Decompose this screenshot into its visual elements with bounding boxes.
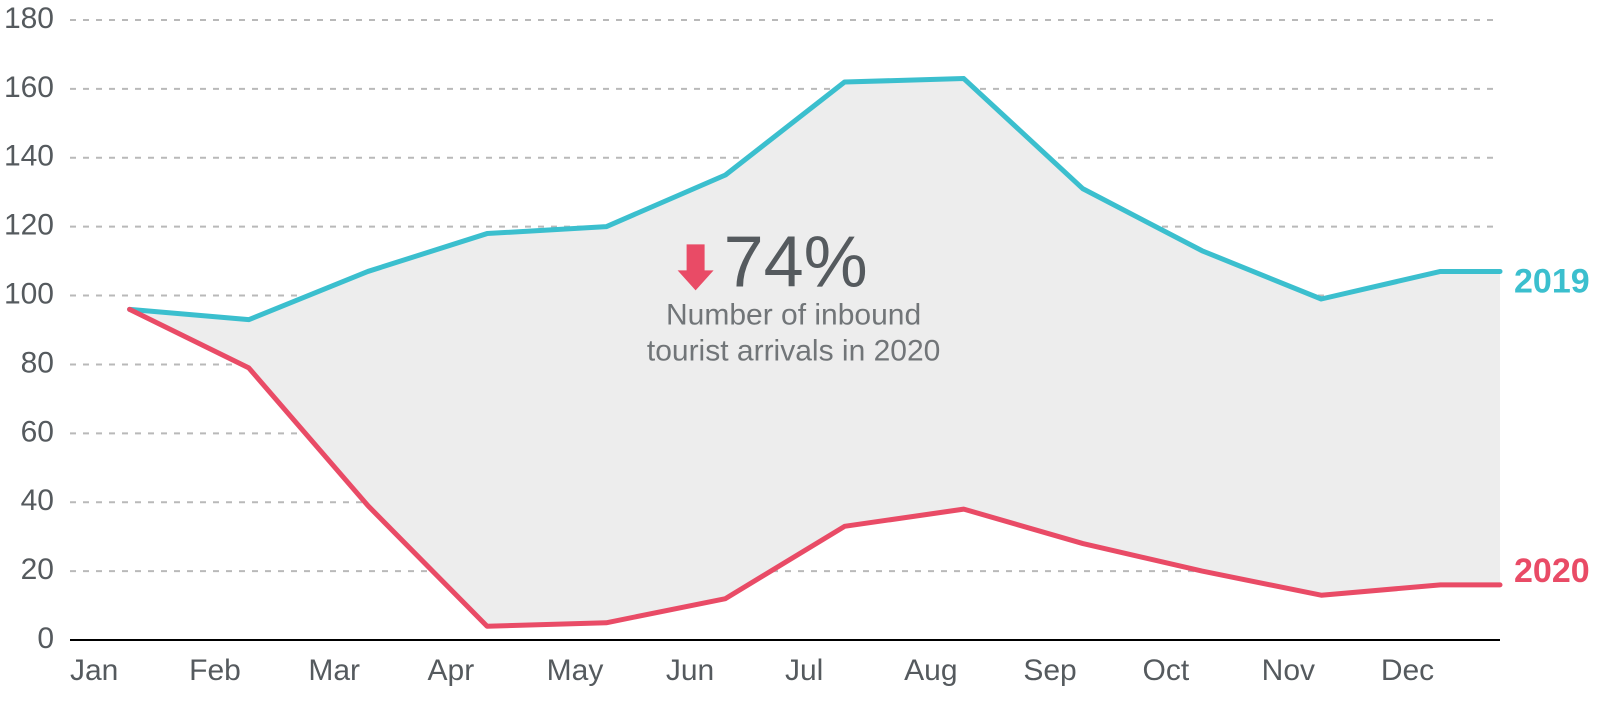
x-tick-label: Oct: [1143, 654, 1190, 687]
tourist-arrivals-chart: 0 20 40 60 80 100 120 140 160 180 Jan Feb Mar Apr May J…: [0, 0, 1600, 717]
x-tick-label: Dec: [1381, 654, 1434, 687]
callout-percent: 74%: [724, 222, 868, 302]
series-label-2020: 2020: [1514, 552, 1590, 590]
y-tick-label: 20: [21, 553, 54, 586]
x-tick-label: May: [547, 654, 604, 687]
x-tick-label: Nov: [1262, 654, 1315, 687]
y-tick-label: 40: [21, 484, 54, 517]
y-tick-label: 0: [37, 622, 54, 655]
y-tick-label: 160: [4, 71, 54, 104]
x-tick-label: Jan: [70, 654, 118, 687]
x-tick-label: Mar: [308, 654, 360, 687]
y-tick-label: 60: [21, 415, 54, 448]
x-tick-label: Jul: [785, 654, 823, 687]
x-tick-label: Jun: [666, 654, 714, 687]
y-tick-label: 120: [4, 209, 54, 242]
y-tick-label: 140: [4, 140, 54, 173]
x-tick-label: Feb: [189, 654, 241, 687]
chart-svg: 0 20 40 60 80 100 120 140 160 180 Jan Feb Mar Apr May J…: [0, 0, 1600, 717]
y-tick-label: 180: [4, 2, 54, 35]
series-label-2019: 2019: [1514, 262, 1590, 300]
callout-sub-line-2: tourist arrivals in 2020: [647, 334, 940, 367]
y-tick-label: 80: [21, 346, 54, 379]
y-tick-label: 100: [4, 277, 54, 310]
x-tick-label: Apr: [428, 654, 475, 687]
callout-sub-line-1: Number of inbound: [666, 298, 921, 331]
x-tick-label: Sep: [1023, 654, 1076, 687]
x-tick-label: Aug: [904, 654, 957, 687]
